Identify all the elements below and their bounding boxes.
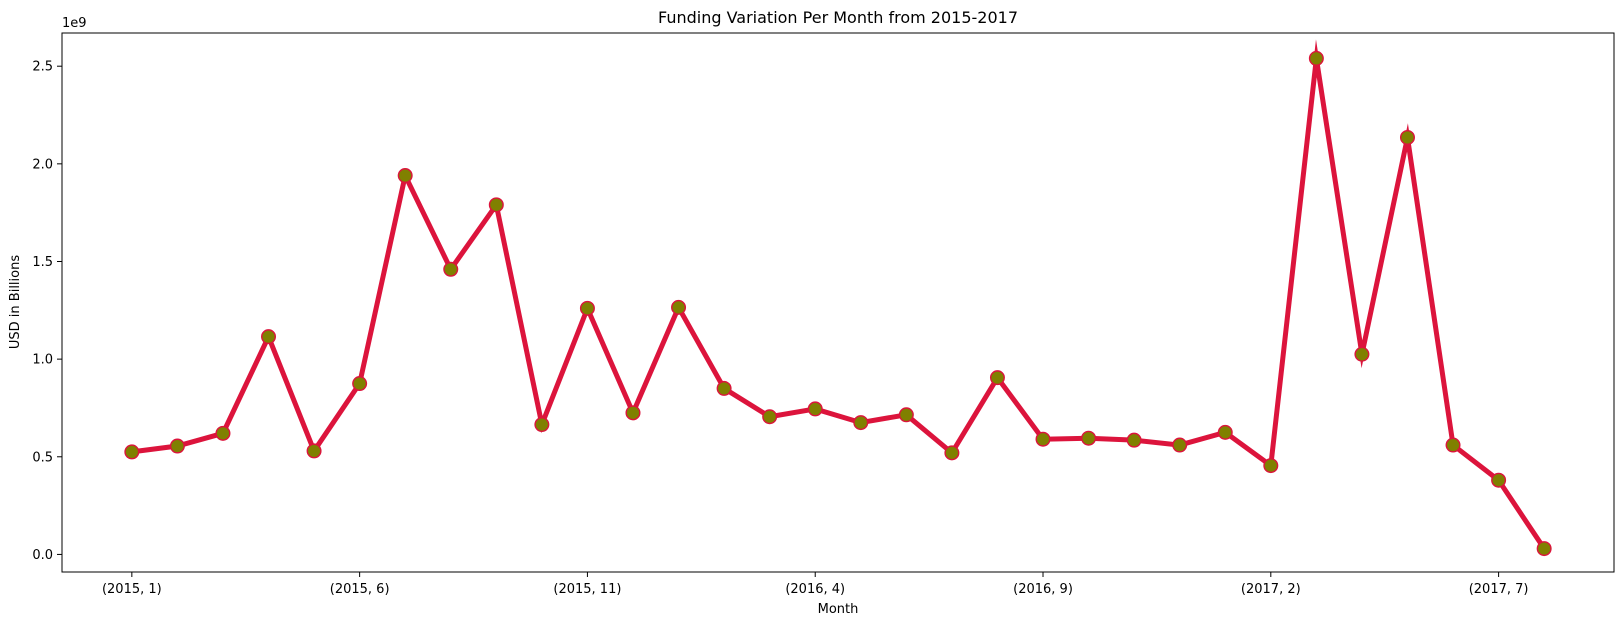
data-point: [1217, 424, 1233, 440]
x-tick-label: (2017, 7): [1469, 582, 1529, 597]
data-point: [1035, 431, 1051, 447]
data-point: [1172, 437, 1188, 453]
data-point: [807, 401, 823, 417]
data-point: [215, 425, 231, 441]
data-point: [1491, 472, 1507, 488]
data-point: [1536, 541, 1552, 557]
data-point: [853, 415, 869, 431]
y-tick-label: 0.5: [32, 450, 53, 465]
data-point: [352, 376, 368, 392]
x-tick-label: (2017, 2): [1241, 582, 1301, 597]
data-point: [1399, 129, 1415, 145]
data-point: [397, 168, 413, 184]
plot-area: 0.0 0.5 1.0 1.5 2.0 2.5 (2015, 1) (2015, 6) (201…: [32, 39, 1552, 597]
data-point: [306, 443, 322, 459]
y-tick-label: 2.5: [32, 60, 53, 75]
y-tick-label: 2.0: [32, 157, 53, 172]
data-point: [671, 299, 687, 315]
data-point: [579, 300, 595, 316]
series-line: [131, 39, 1547, 550]
y-offset-label: 1e9: [62, 16, 87, 31]
data-point: [1308, 50, 1324, 66]
y-tick-label: 1.0: [32, 353, 53, 368]
data-point: [1263, 458, 1279, 474]
plot-frame: [61, 32, 1615, 573]
x-tick-label: (2015, 11): [553, 582, 621, 597]
data-point: [534, 417, 550, 433]
x-tick-label: (2015, 6): [330, 582, 390, 597]
data-point: [261, 329, 277, 345]
chart-title: Funding Variation Per Month from 2015-20…: [658, 8, 1018, 27]
x-tick-label: (2016, 4): [785, 582, 845, 597]
data-point: [716, 380, 732, 396]
data-point: [169, 438, 185, 454]
data-point: [989, 370, 1005, 386]
data-point: [1126, 432, 1142, 448]
data-point: [443, 261, 459, 277]
data-point: [762, 409, 778, 425]
data-point: [625, 405, 641, 421]
data-point: [1354, 346, 1370, 362]
y-axis-label: USD in Billions: [8, 255, 23, 349]
y-tick-label: 0.0: [32, 548, 53, 563]
data-point: [898, 407, 914, 423]
data-point: [1081, 430, 1097, 446]
x-tick-label: (2015, 1): [102, 582, 162, 597]
data-point: [124, 444, 140, 460]
x-tick-label: (2016, 9): [1013, 582, 1073, 597]
data-point: [944, 445, 960, 461]
x-axis-label: Month: [818, 602, 859, 617]
y-tick-label: 1.5: [32, 255, 53, 270]
data-point: [1445, 437, 1461, 453]
data-point: [488, 197, 504, 213]
